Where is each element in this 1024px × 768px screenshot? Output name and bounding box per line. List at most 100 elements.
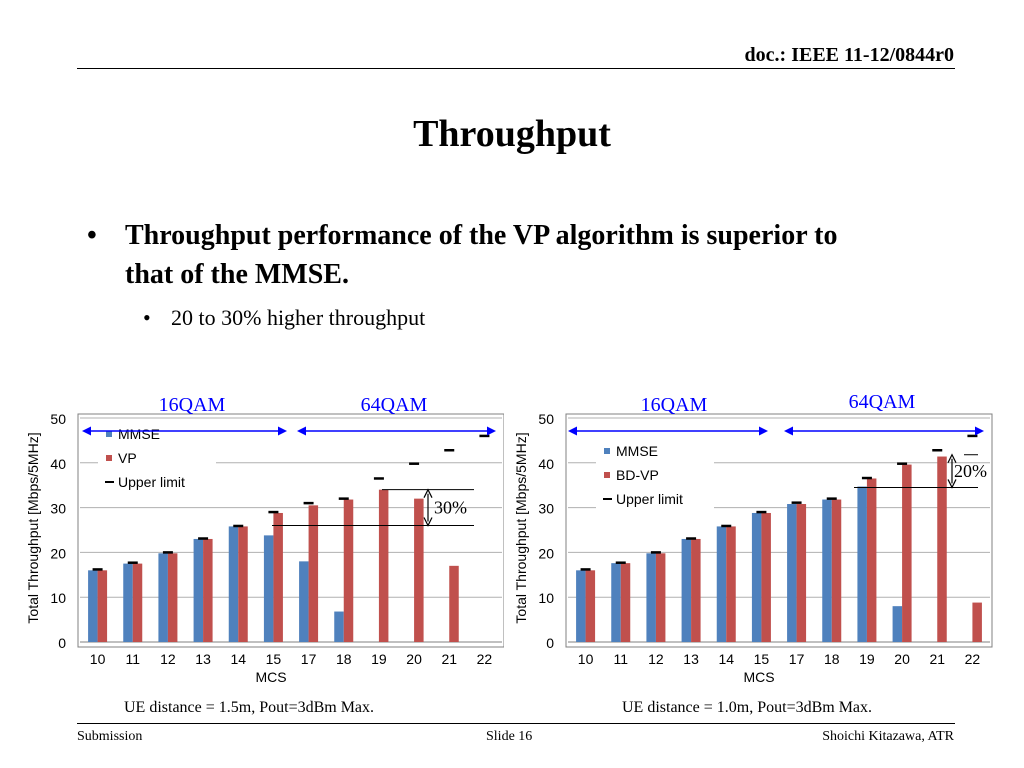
bar-vp [378, 489, 389, 642]
bar-bd-vp [655, 553, 666, 642]
bar-mmse [892, 606, 903, 642]
bar-mmse [576, 570, 586, 642]
legend-label-1: MMSE [118, 426, 160, 442]
x-tick-label: 10 [90, 651, 106, 667]
y-tick-label: 0 [546, 635, 554, 651]
region-label-16qam: 16QAM [159, 394, 226, 416]
caption-right: UE distance = 1.0m, Pout=3dBm Max. [622, 699, 873, 716]
bar-bd-vp [831, 499, 842, 642]
bar-mmse [334, 611, 344, 642]
bar-bd-vp [691, 538, 701, 642]
bar-vp [308, 505, 319, 642]
legend-label-2: BD-VP [616, 467, 659, 483]
y-tick-label: 50 [50, 411, 66, 427]
y-tick-label: 10 [50, 590, 66, 606]
bar-vp [343, 499, 354, 642]
y-tick-label: 50 [538, 411, 554, 427]
x-tick-label: 19 [859, 651, 875, 667]
bar-bd-vp [761, 512, 771, 642]
x-tick-label: 20 [894, 651, 910, 667]
x-tick-label: 17 [301, 651, 317, 667]
x-tick-label: 13 [195, 651, 211, 667]
legend-label-1: MMSE [616, 443, 658, 459]
bar-vp [449, 565, 459, 642]
bar-bd-vp [866, 478, 877, 642]
x-tick-label: 14 [230, 651, 246, 667]
bar-vp [238, 526, 248, 642]
legend-swatch-2 [106, 455, 112, 461]
bar-mmse [228, 526, 239, 642]
x-tick-label: 18 [336, 651, 352, 667]
bar-mmse [611, 563, 621, 642]
y-tick-label: 0 [58, 635, 66, 651]
sub-bullet-text: 20 to 30% higher throughput [171, 305, 426, 330]
bar-mmse [193, 538, 204, 642]
x-tick-label: 11 [125, 651, 140, 667]
x-tick-label: 12 [160, 651, 176, 667]
region-label-16qam: 16QAM [641, 394, 708, 416]
x-tick-label: 21 [441, 651, 457, 667]
gain-arrow-head-top [423, 488, 433, 498]
legend-box [596, 440, 714, 510]
x-tick-label: 17 [789, 651, 805, 667]
header-rule [77, 68, 955, 69]
legend-swatch-2 [604, 472, 610, 478]
region-label-64qam: 64QAM [849, 391, 916, 413]
bar-vp [167, 553, 178, 642]
y-tick-label: 30 [538, 501, 554, 517]
legend-swatch-1 [604, 448, 610, 454]
bar-mmse [716, 526, 727, 642]
legend-box [98, 423, 216, 493]
chart-right: 0 10 20 30 40 50 Total Throughput [Mbps/5MHz] 1… [516, 391, 993, 685]
gain-label: 20% [954, 461, 987, 481]
bar-bd-vp [972, 602, 982, 642]
bar-mmse [263, 535, 274, 642]
region-arrow-16qam-head-left [568, 426, 577, 436]
bar-bd-vp [620, 563, 631, 642]
region-arrow-64qam-head-left [784, 426, 793, 436]
y-tick-label: 20 [50, 545, 66, 561]
footer-right: Shoichi Kitazawa, ATR [822, 729, 954, 744]
x-tick-label: 15 [266, 651, 282, 667]
footer-left: Submission [77, 729, 143, 744]
region-arrow-16qam-head-left [82, 426, 91, 436]
chart-left: 0 10 20 30 40 50 Total Throughput [Mbps/5MHz] 1… [25, 394, 504, 685]
bullet-dot: • [143, 305, 151, 330]
x-tick-label: 14 [718, 651, 734, 667]
footer-center: Slide 16 [486, 729, 533, 744]
bar-mmse [822, 499, 832, 642]
bullet-dot: • [87, 220, 97, 251]
bar-mmse [857, 486, 867, 642]
x-tick-label: 12 [648, 651, 664, 667]
region-arrow-16qam-head-right [759, 426, 768, 436]
slide-title: Throughput [413, 113, 611, 155]
gain-arrow-head-bottom [423, 517, 433, 527]
bar-mmse [646, 553, 656, 642]
bar-mmse [158, 553, 168, 642]
region-arrow-16qam-head-right [278, 426, 287, 436]
bar-mmse [751, 512, 762, 642]
bar-vp [414, 498, 424, 642]
bar-bd-vp [902, 464, 912, 642]
bar-vp [97, 570, 108, 642]
x-tick-label: 15 [754, 651, 770, 667]
footer-rule [77, 723, 955, 724]
region-label-64qam: 64QAM [361, 394, 428, 416]
bar-mmse [88, 570, 98, 642]
y-tick-label: 40 [50, 456, 66, 472]
y-axis-label: Total Throughput [Mbps/5MHz] [516, 432, 529, 623]
x-axis-label: MCS [255, 669, 286, 685]
x-tick-label: 13 [683, 651, 699, 667]
x-tick-label: 11 [613, 651, 628, 667]
x-tick-label: 19 [371, 651, 387, 667]
legend-label-3: Upper limit [118, 474, 185, 490]
x-axis-label: MCS [743, 669, 774, 685]
y-axis-label: Total Throughput [Mbps/5MHz] [25, 432, 41, 623]
region-arrow-64qam-head-right [487, 426, 496, 436]
bar-bd-vp [796, 504, 807, 642]
bar-mmse [681, 538, 692, 642]
bar-vp [273, 512, 283, 642]
gain-label: 30% [434, 498, 467, 518]
x-tick-label: 21 [929, 651, 945, 667]
caption-left: UE distance = 1.5m, Pout=3dBm Max. [124, 699, 375, 716]
